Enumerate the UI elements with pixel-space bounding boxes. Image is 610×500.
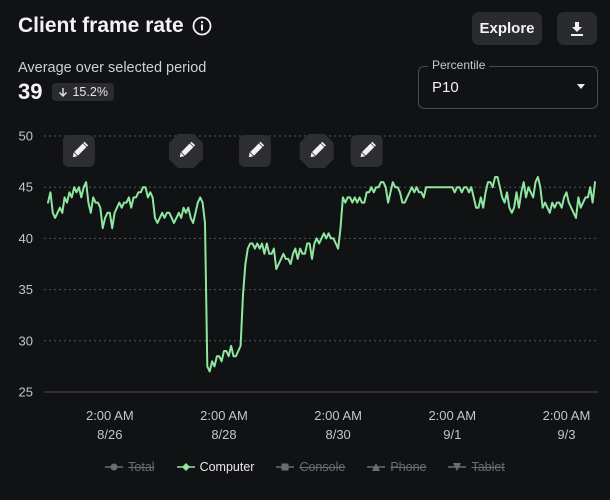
x-tick-label: 2:00 AM (200, 408, 248, 423)
pencil-icon (310, 141, 326, 158)
x-tick-label: 2:00 AM (428, 408, 476, 423)
legend-label: Phone (390, 460, 427, 474)
triangle-marker-icon (367, 463, 386, 471)
square-marker-icon (276, 463, 295, 471)
info-icon[interactable] (192, 16, 212, 36)
legend-label: Computer (199, 460, 255, 474)
explore-button[interactable]: Explore (472, 12, 542, 45)
annotation-marker[interactable] (350, 135, 383, 167)
y-tick-label: 25 (19, 385, 33, 400)
percentile-value: P10 (432, 79, 459, 96)
annotation-marker[interactable] (62, 135, 95, 167)
y-tick-label: 40 (19, 231, 33, 246)
download-button[interactable] (557, 12, 597, 45)
x-tick-label: 2:00 AM (543, 408, 591, 423)
x-tick-label: 2:00 AM (86, 408, 134, 423)
diamond-marker-icon (176, 463, 195, 471)
chart-title: Client frame rate (18, 14, 184, 37)
chart-legend: Total Computer Console Phone Tablet (0, 460, 610, 474)
average-value: 39 (18, 79, 43, 104)
percentile-label: Percentile (428, 58, 490, 72)
triangle-down-marker-icon (448, 463, 467, 471)
series-layer (47, 176, 596, 373)
annotation-marker[interactable] (238, 135, 271, 167)
x-tick-date: 9/3 (557, 427, 575, 442)
legend-label: Console (299, 460, 346, 474)
legend-item-phone[interactable]: Phone (367, 460, 426, 474)
pencil-icon (360, 141, 376, 158)
x-tick-date: 8/26 (97, 427, 122, 442)
x-tick-date: 8/28 (211, 427, 236, 442)
annotation-marker[interactable] (168, 134, 203, 168)
delta-value: 15.2% (72, 85, 108, 99)
arrow-down-icon (59, 87, 68, 97)
legend-item-computer[interactable]: Computer (176, 460, 255, 474)
annotation-layer (62, 134, 383, 168)
legend-item-total[interactable]: Total (105, 460, 155, 474)
grid-layer (44, 135, 598, 393)
x-axis-labels: 2:00 AM 8/26 2:00 AM 8/28 2:00 AM 8/30 2:00 AM… (86, 408, 590, 442)
annotation-marker[interactable] (299, 134, 334, 168)
legend-label: Tablet (471, 460, 505, 474)
delta-badge: 15.2% (52, 83, 114, 101)
y-tick-label: 30 (19, 333, 33, 348)
y-tick-label: 35 (19, 282, 33, 297)
y-axis-labels: 25 30 35 40 45 50 (19, 129, 33, 400)
legend-item-console[interactable]: Console (276, 460, 345, 474)
legend-label: Total (128, 460, 155, 474)
legend-item-tablet[interactable]: Tablet (448, 460, 505, 474)
y-tick-label: 45 (19, 180, 33, 195)
circle-marker-icon (105, 463, 124, 471)
caret-down-icon (577, 84, 585, 89)
x-tick-date: 9/1 (443, 427, 461, 442)
chart-title-group: Client frame rate (18, 14, 212, 38)
summary-metric: 39 15.2% (18, 79, 114, 105)
pencil-icon (179, 141, 196, 158)
series-line-computer (47, 176, 596, 373)
percentile-select[interactable]: Percentile P10 (418, 58, 598, 109)
pencil-icon (72, 141, 89, 158)
x-tick-date: 8/30 (325, 427, 350, 442)
y-tick-label: 50 (19, 129, 33, 144)
pencil-icon (248, 141, 265, 158)
download-icon (571, 21, 583, 36)
summary-subtitle: Average over selected period (18, 60, 207, 76)
x-tick-label: 2:00 AM (314, 408, 362, 423)
